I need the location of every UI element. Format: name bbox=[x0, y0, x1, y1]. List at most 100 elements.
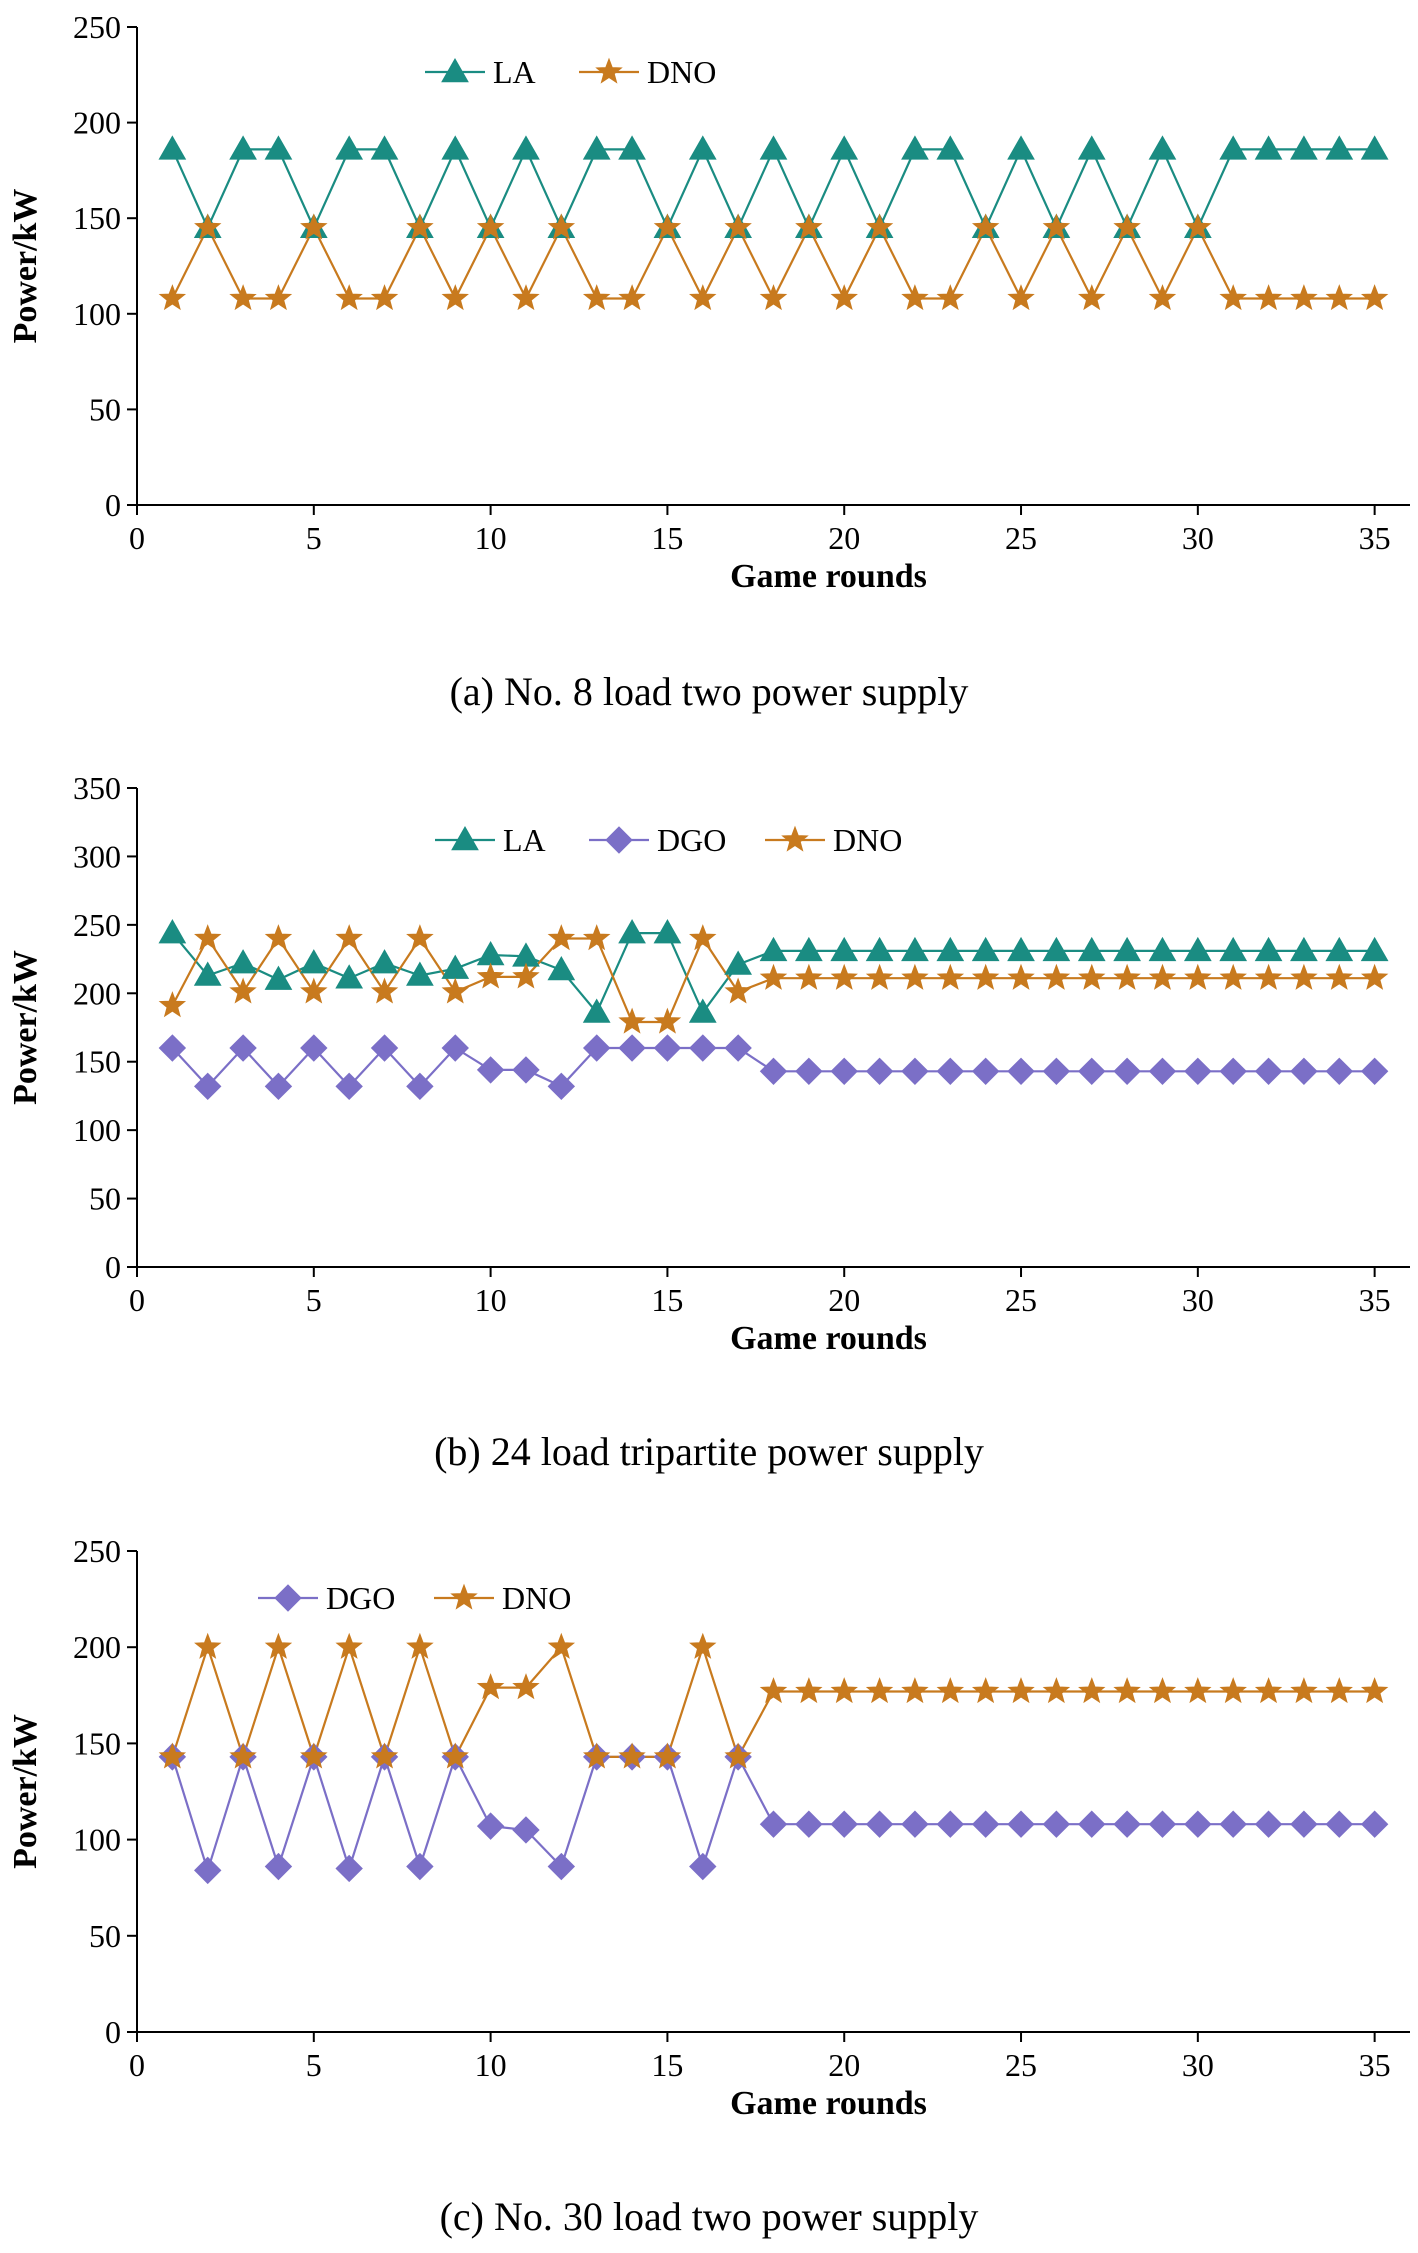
legend-label-dno: DNO bbox=[647, 54, 716, 90]
data-point-dgo bbox=[1042, 1810, 1071, 1838]
data-point-la bbox=[1148, 135, 1177, 160]
data-point-dno bbox=[1184, 963, 1212, 990]
y-tick-label: 300 bbox=[73, 838, 121, 874]
x-tick-label: 20 bbox=[828, 520, 860, 556]
data-point-la bbox=[1113, 936, 1141, 962]
x-tick-label: 10 bbox=[475, 1282, 507, 1318]
data-point-dgo bbox=[689, 1034, 717, 1062]
data-point-la bbox=[229, 949, 257, 974]
data-point-dno bbox=[1007, 963, 1035, 990]
legend-marker-dgo bbox=[274, 1584, 302, 1612]
data-point-dno bbox=[830, 963, 858, 990]
x-tick-label: 0 bbox=[129, 2047, 145, 2083]
data-point-dgo bbox=[901, 1057, 929, 1086]
data-point-dgo bbox=[335, 1072, 363, 1101]
data-point-dno bbox=[194, 1632, 222, 1659]
x-tick-label: 35 bbox=[1359, 520, 1391, 556]
data-point-dno bbox=[1184, 213, 1212, 240]
data-point-dgo bbox=[971, 1810, 1000, 1838]
data-point-dgo bbox=[370, 1034, 399, 1062]
data-point-dno bbox=[865, 963, 894, 990]
x-tick-label: 0 bbox=[129, 520, 145, 556]
data-point-la bbox=[1360, 936, 1389, 962]
data-point-dno bbox=[264, 924, 293, 951]
data-point-dgo bbox=[724, 1034, 752, 1062]
y-tick-label: 200 bbox=[73, 105, 121, 141]
data-point-la bbox=[1290, 135, 1318, 160]
data-point-dgo bbox=[1148, 1810, 1177, 1838]
data-point-dgo bbox=[476, 1812, 505, 1840]
data-point-dno bbox=[901, 1677, 929, 1704]
x-tick-label: 5 bbox=[306, 520, 322, 556]
data-point-la bbox=[830, 135, 859, 160]
x-tick-label: 15 bbox=[651, 1282, 683, 1318]
panel-caption: (b) 24 load tripartite power supply bbox=[434, 1429, 984, 1474]
data-point-dno bbox=[158, 1742, 187, 1769]
data-point-la bbox=[1290, 936, 1318, 962]
data-point-dgo bbox=[795, 1057, 823, 1086]
panel-caption: (c) No. 30 load two power supply bbox=[440, 2194, 979, 2239]
data-point-dgo bbox=[1184, 1810, 1212, 1838]
data-point-dno bbox=[406, 213, 434, 240]
data-point-la bbox=[901, 936, 929, 962]
x-tick-label: 0 bbox=[129, 1282, 145, 1318]
x-tick-label: 25 bbox=[1005, 520, 1037, 556]
data-point-dno bbox=[441, 977, 469, 1004]
x-tick-label: 30 bbox=[1182, 1282, 1214, 1318]
data-point-dno bbox=[370, 1742, 399, 1769]
data-point-la bbox=[335, 135, 364, 160]
data-point-dgo bbox=[1007, 1810, 1035, 1838]
data-point-dno bbox=[689, 924, 717, 951]
data-point-dno bbox=[618, 1742, 646, 1769]
chart-panel-2: 0 50 100 150 200 250 0 5 10 15 20 25 30 35 Game rounds… bbox=[7, 1533, 1410, 2239]
data-point-dno bbox=[1325, 963, 1353, 990]
data-point-dno bbox=[1113, 1677, 1141, 1704]
data-point-dgo bbox=[936, 1057, 965, 1086]
data-point-dgo bbox=[476, 1056, 505, 1084]
data-point-la bbox=[441, 135, 470, 160]
data-point-dgo bbox=[1148, 1057, 1177, 1086]
data-point-la bbox=[1325, 936, 1354, 962]
data-point-dno bbox=[795, 213, 823, 240]
data-point-dno bbox=[865, 1677, 894, 1704]
data-point-la bbox=[370, 135, 399, 160]
data-point-dno bbox=[476, 213, 505, 240]
data-point-dno bbox=[1148, 1677, 1177, 1704]
data-point-dno bbox=[1113, 963, 1141, 990]
data-point-dgo bbox=[1042, 1057, 1071, 1086]
data-point-dno bbox=[229, 977, 257, 1004]
y-tick-label: 250 bbox=[73, 907, 121, 943]
data-point-dno bbox=[865, 213, 894, 240]
data-point-dgo bbox=[229, 1034, 257, 1062]
data-point-dgo bbox=[335, 1854, 363, 1883]
data-point-dno bbox=[194, 213, 222, 240]
data-point-dno bbox=[264, 1632, 293, 1659]
legend-marker-dno bbox=[595, 57, 623, 84]
data-point-dno bbox=[1184, 1677, 1212, 1704]
data-point-dgo bbox=[512, 1816, 540, 1844]
data-point-dno bbox=[936, 284, 965, 311]
data-point-dno bbox=[1360, 1677, 1389, 1704]
data-point-dno bbox=[229, 284, 257, 311]
y-tick-label: 100 bbox=[73, 296, 121, 332]
data-point-dno bbox=[1325, 1677, 1353, 1704]
series-line-la bbox=[171, 146, 1375, 231]
x-tick-label: 5 bbox=[306, 2047, 322, 2083]
data-point-dno bbox=[936, 1677, 965, 1704]
data-point-dgo bbox=[901, 1810, 929, 1838]
data-point-la bbox=[1219, 135, 1248, 160]
data-point-dno bbox=[547, 1632, 576, 1659]
y-tick-label: 250 bbox=[73, 1533, 121, 1569]
data-point-la bbox=[1077, 135, 1106, 160]
data-point-la bbox=[582, 998, 611, 1023]
data-point-dgo bbox=[300, 1034, 328, 1062]
data-point-dgo bbox=[1113, 1810, 1141, 1838]
data-point-la bbox=[1148, 936, 1177, 962]
data-point-dno bbox=[476, 962, 505, 989]
data-point-dgo bbox=[830, 1810, 858, 1838]
x-tick-label: 5 bbox=[306, 1282, 322, 1318]
data-point-dno bbox=[759, 1677, 788, 1704]
data-point-dno bbox=[653, 1007, 682, 1034]
legend-marker-la bbox=[451, 825, 479, 851]
data-point-dno bbox=[724, 213, 752, 240]
